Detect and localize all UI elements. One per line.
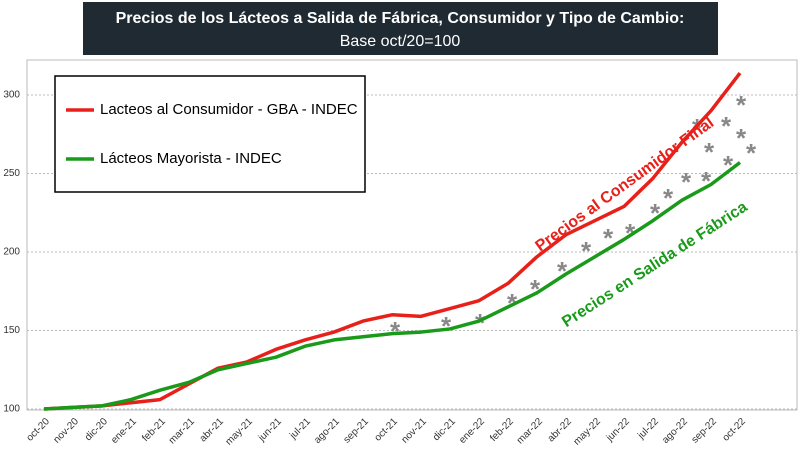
y-tick-label: 100: [3, 404, 20, 415]
svg-text:*: *: [736, 90, 747, 120]
x-tick-label: abr-22: [546, 416, 575, 445]
legend-label: Lacteos al Consumidor - GBA - INDEC: [100, 101, 358, 118]
chart-title: Precios de los Lácteos a Salida de Fábri…: [116, 10, 685, 27]
x-tick-label: may-22: [572, 416, 604, 448]
series-line: [43, 71, 742, 411]
legend-label: Lácteos Mayorista - INDEC: [100, 150, 282, 167]
x-tick-label: dic-20: [83, 416, 110, 443]
svg-text:*: *: [441, 311, 452, 341]
x-tick-label: sep-22: [690, 416, 720, 446]
y-tick-label: 200: [3, 247, 20, 258]
svg-text:*: *: [625, 218, 636, 248]
svg-text:*: *: [530, 274, 541, 304]
x-tick-label: mar-21: [167, 416, 197, 446]
x-tick-label: ago-22: [660, 416, 690, 446]
svg-text:*: *: [746, 138, 757, 168]
x-tick-label: jun-22: [604, 416, 632, 444]
x-tick-label: abr-21: [198, 416, 227, 445]
x-tick-label: nov-21: [400, 416, 430, 446]
x-tick-label: jul-22: [635, 416, 661, 442]
series-line: [43, 161, 742, 411]
x-tick-label: nov-20: [52, 416, 82, 446]
x-tick-label: feb-22: [488, 416, 516, 444]
svg-text:*: *: [736, 123, 747, 153]
x-tick-label: oct-21: [373, 416, 401, 444]
chart-subtitle: Base oct/20=100: [340, 33, 461, 50]
x-tick-label: ene-22: [457, 416, 487, 446]
y-tick-label: 300: [3, 90, 20, 101]
x-tick-label: feb-21: [140, 416, 168, 444]
svg-text:*: *: [721, 111, 732, 141]
x-tick-label: oct-20: [25, 416, 53, 444]
svg-text:*: *: [701, 166, 712, 196]
svg-text:*: *: [681, 167, 692, 197]
svg-text:*: *: [581, 236, 592, 266]
svg-text:*: *: [475, 308, 486, 338]
svg-text:*: *: [603, 223, 614, 253]
svg-text:*: *: [650, 198, 661, 228]
svg-text:*: *: [723, 150, 734, 180]
x-tick-label: ago-21: [312, 416, 342, 446]
x-tick-label: mar-22: [515, 416, 545, 446]
x-tick-label: may-21: [224, 416, 256, 448]
legend-box: [54, 75, 366, 193]
x-tick-label: jun-21: [256, 416, 284, 444]
title-box: [83, 2, 718, 55]
plot-frame: [26, 59, 798, 411]
svg-text:*: *: [663, 183, 674, 213]
svg-text:*: *: [390, 316, 401, 346]
svg-text:*: *: [557, 256, 568, 286]
svg-text:*: *: [704, 137, 715, 167]
x-tick-label: ene-21: [109, 416, 139, 446]
x-tick-label: dic-21: [431, 416, 458, 443]
y-tick-label: 150: [3, 325, 20, 336]
x-tick-label: jul-21: [287, 416, 313, 442]
y-tick-label: 250: [3, 168, 20, 179]
x-tick-label: oct-22: [721, 416, 749, 444]
x-tick-label: sep-21: [342, 416, 372, 446]
